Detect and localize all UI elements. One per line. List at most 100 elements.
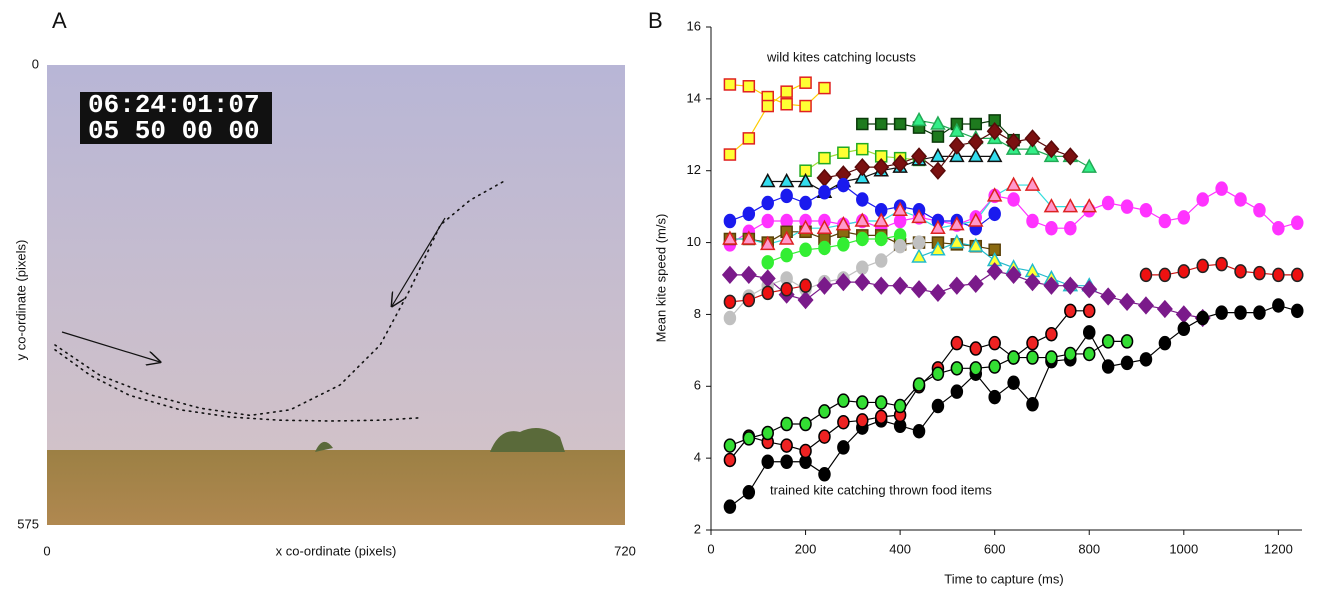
marker [968, 147, 984, 163]
marker [1120, 355, 1134, 371]
marker [1215, 305, 1228, 320]
marker [761, 285, 774, 301]
marker [1024, 129, 1041, 148]
marker [893, 238, 907, 254]
marker [873, 212, 889, 227]
marker [722, 230, 738, 245]
marker [837, 393, 850, 408]
marker [761, 213, 774, 229]
marker [893, 117, 907, 131]
marker [761, 454, 774, 469]
marker [1062, 198, 1079, 213]
marker [1291, 215, 1304, 231]
annotation: wild kites catching locusts [766, 49, 916, 64]
marker [988, 335, 1001, 351]
marker [986, 122, 1003, 141]
timestamp: 05 50 00 00 [88, 116, 260, 146]
x-axis-label: x co-ordinate (pixels) [276, 543, 397, 558]
y-tick-label: 12 [687, 162, 701, 177]
marker [1024, 272, 1041, 292]
marker [948, 276, 965, 295]
marker [874, 409, 888, 425]
marker [1253, 265, 1266, 281]
marker [1215, 256, 1228, 272]
marker [799, 99, 812, 113]
marker [988, 206, 1001, 222]
marker [1196, 192, 1209, 207]
marker [1026, 397, 1039, 412]
marker [1120, 334, 1134, 349]
marker [911, 147, 928, 166]
trajectory [54, 181, 504, 417]
marker [912, 377, 926, 392]
marker [948, 136, 965, 155]
marker [892, 276, 909, 295]
marker [1026, 213, 1039, 229]
marker [931, 130, 945, 143]
marker [950, 335, 964, 351]
marker [740, 265, 757, 285]
marker [723, 148, 737, 161]
y-tick-label: 14 [687, 90, 701, 105]
marker [1101, 195, 1115, 211]
marker [780, 438, 793, 453]
series-line [918, 241, 1090, 287]
marker [816, 276, 833, 295]
x-tick-label: 0 [707, 541, 714, 556]
marker [949, 233, 965, 249]
marker [856, 413, 869, 428]
marker [799, 242, 812, 258]
marker [780, 85, 793, 98]
marker [1026, 335, 1039, 351]
y-tick-label: 575 [17, 516, 39, 531]
marker [1082, 303, 1096, 319]
marker [1101, 359, 1115, 374]
marker [723, 310, 737, 326]
marker [1007, 350, 1020, 365]
marker [1045, 326, 1058, 342]
marker [778, 172, 795, 188]
marker [1043, 198, 1060, 213]
trajectory [54, 348, 422, 422]
y-tick-label: 10 [687, 234, 701, 249]
marker [950, 361, 964, 376]
marker [856, 231, 869, 247]
marker [1007, 375, 1020, 390]
marker [1005, 176, 1022, 191]
marker [929, 283, 946, 303]
marker [856, 260, 869, 275]
marker [1120, 199, 1134, 214]
marker [797, 172, 814, 188]
marker [1045, 220, 1058, 236]
marker [911, 208, 927, 224]
marker [837, 440, 850, 455]
annotation: trained kite catching thrown food items [770, 482, 992, 497]
marker [799, 278, 812, 293]
marker [780, 282, 793, 297]
marker [856, 117, 869, 131]
marker [1156, 299, 1173, 319]
marker [780, 247, 793, 263]
marker [986, 147, 1003, 163]
marker [911, 111, 927, 127]
marker [835, 272, 852, 292]
marker [1158, 213, 1172, 229]
x-tick-label: 0 [43, 543, 50, 558]
marker [837, 146, 850, 159]
marker [837, 414, 850, 430]
x-tick-label: 800 [1078, 541, 1100, 556]
marker [759, 235, 776, 251]
x-tick-label: 1000 [1169, 541, 1198, 556]
y-tick-label: 2 [694, 521, 701, 536]
marker [837, 177, 850, 193]
x-tick-label: 1200 [1264, 541, 1293, 556]
marker [912, 423, 926, 439]
panel-label: B [648, 8, 663, 33]
marker [986, 187, 1003, 202]
marker [723, 499, 737, 514]
marker [1082, 325, 1096, 340]
marker [723, 452, 737, 468]
marker [1177, 321, 1191, 337]
marker [969, 341, 983, 356]
marker [780, 188, 793, 204]
